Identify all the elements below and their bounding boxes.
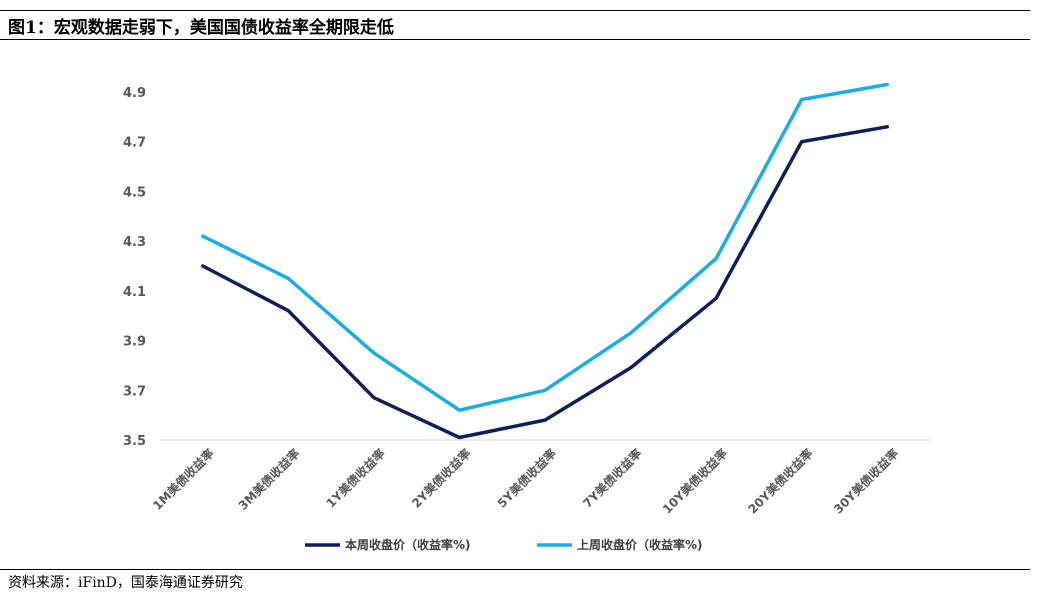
x-tick-label: 5Y美债收益率 xyxy=(494,446,559,511)
point-last-week xyxy=(629,332,632,335)
point-last-week xyxy=(287,277,290,280)
point-last-week xyxy=(800,98,803,101)
x-tick-label: 2Y美债收益率 xyxy=(408,446,473,511)
y-axis-ticks: 3.5 3.7 3.9 4.1 4.3 4.5 4.7 4.9 xyxy=(123,86,146,449)
y-tick-label: 4.3 xyxy=(123,235,146,250)
point-last-week xyxy=(544,389,547,392)
point-last-week xyxy=(886,83,889,86)
point-this-week xyxy=(715,297,718,300)
bottom-rule xyxy=(0,569,1030,570)
y-tick-label: 4.9 xyxy=(123,86,146,101)
x-tick-label: 20Y美债收益率 xyxy=(745,446,816,517)
y-tick-label: 4.7 xyxy=(123,136,146,151)
legend-label-last-week: 上周收盘价（收益率%) xyxy=(577,537,703,552)
yield-curve-chart: 3.53.73.94.14.34.54.74.9 1M美债收益率 3M美债收益率 1… xyxy=(0,40,1037,565)
point-this-week xyxy=(458,436,461,439)
legend: 本周收盘价（收益率%) 上周收盘价（收益率%) xyxy=(305,537,703,552)
point-this-week xyxy=(201,265,204,268)
point-this-week xyxy=(287,309,290,312)
source-note: 资料来源：iFinD，国泰海通证券研究 xyxy=(8,572,243,592)
y-tick-label: 3.5 xyxy=(123,434,146,449)
x-tick-label: 1Y美债收益率 xyxy=(323,446,388,511)
y-tick-label: 3.7 xyxy=(123,384,146,399)
y-tick-label: 3.9 xyxy=(123,335,146,350)
point-last-week xyxy=(201,235,204,238)
point-this-week xyxy=(800,140,803,143)
series-lines xyxy=(201,83,888,439)
x-tick-label: 30Y美债收益率 xyxy=(830,446,901,517)
top-rule xyxy=(0,10,1030,11)
x-tick-label: 3M美债收益率 xyxy=(235,446,302,513)
x-tick-label: 7Y美债收益率 xyxy=(580,446,645,511)
point-this-week xyxy=(544,419,547,422)
point-last-week xyxy=(372,352,375,355)
point-this-week xyxy=(886,125,889,128)
x-tick-label: 10Y美债收益率 xyxy=(659,446,730,517)
x-tick-label: 1M美债收益率 xyxy=(150,446,217,513)
point-this-week xyxy=(629,366,632,369)
y-tick-label: 4.5 xyxy=(123,185,146,200)
point-last-week xyxy=(458,409,461,412)
series-line-last-week xyxy=(203,85,887,411)
point-this-week xyxy=(372,396,375,399)
y-tick-label: 4.1 xyxy=(123,285,146,300)
x-axis-ticks: 1M美债收益率 3M美债收益率 1Y美债收益率 2Y美债收益率 5Y美债收益率 7Y美债收… xyxy=(150,446,902,517)
figure-title: 图1：宏观数据走弱下，美国国债收益率全期限走低 xyxy=(8,13,394,38)
point-last-week xyxy=(715,257,718,260)
legend-label-this-week: 本周收盘价（收益率%) xyxy=(345,537,471,552)
